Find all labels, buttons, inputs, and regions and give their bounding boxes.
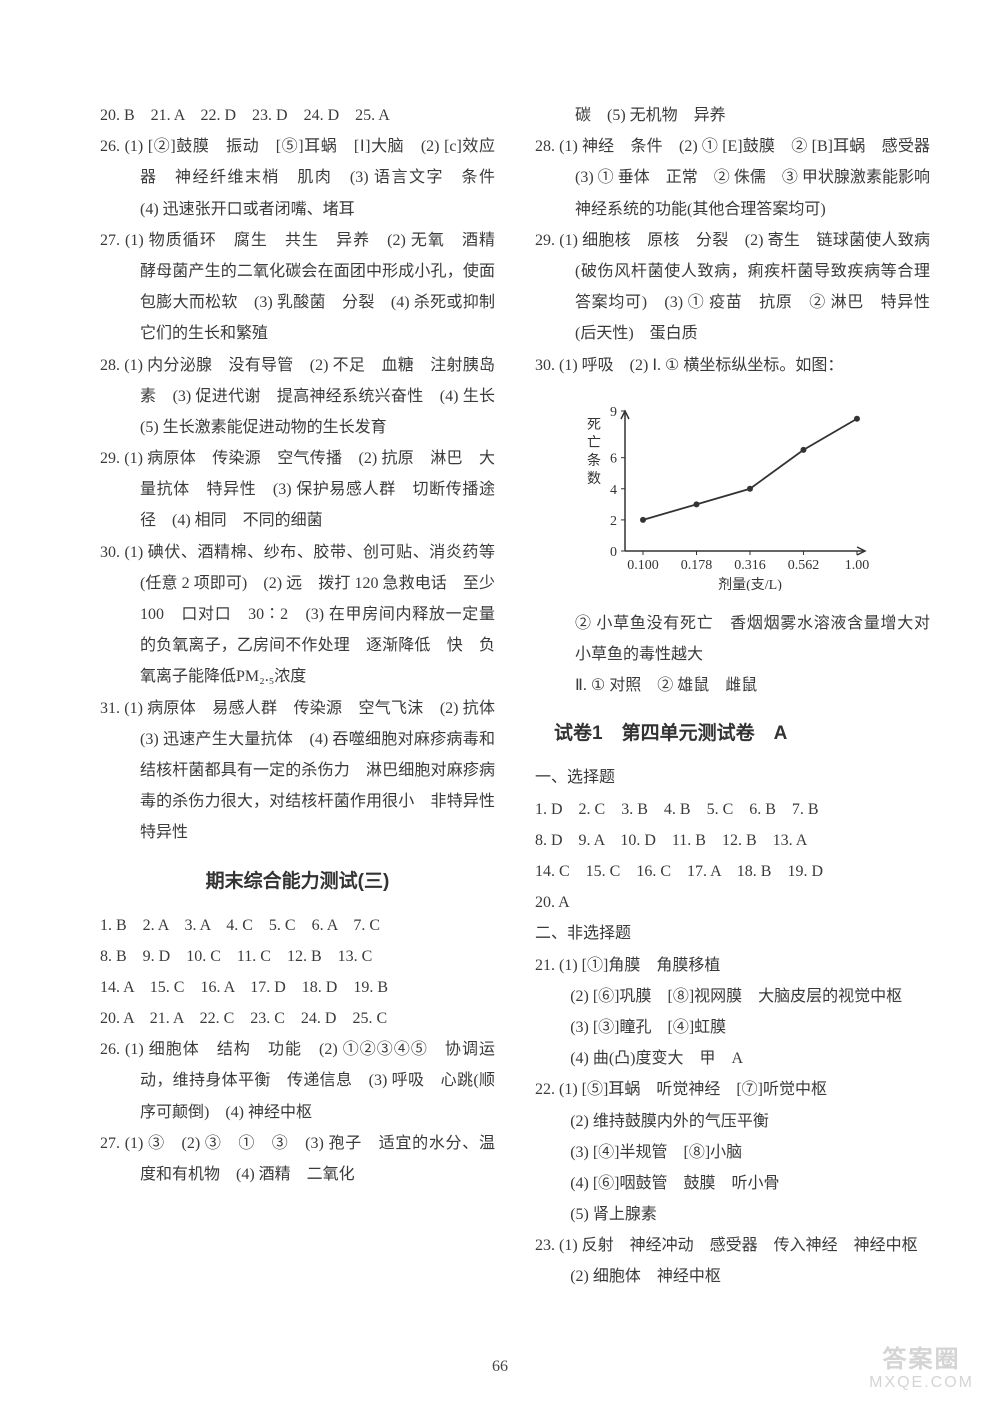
answer-30r-2: ② 小草鱼没有死亡 香烟烟雾水溶液含量增大对小草鱼的毒性越大 — [535, 608, 930, 670]
death-dose-chart: 0 2 4 6 9死亡条数 0.100 0.178 0.316 0.562 1.00 剂量(支/L) — [565, 391, 930, 602]
u4a-1-7: 1. D 2. C 3. B 4. B 5. C 6. B 7. B — [535, 794, 930, 825]
section-title-final3: 期末综合能力测试(三) — [100, 863, 495, 900]
left-column: 20. B 21. A 22. D 23. D 24. D 25. A 26. … — [100, 100, 495, 1300]
svg-text:9: 9 — [610, 405, 617, 420]
svg-text:死: 死 — [587, 418, 601, 433]
svg-text:亡: 亡 — [587, 435, 601, 451]
answer-28: 28. (1) 内分泌腺 没有导管 (2) 不足 血糖 注射胰岛素 (3) 促进… — [100, 350, 495, 444]
q23-1: 23. (1) 反射 神经冲动 感受器 传入神经 神经中枢 — [535, 1230, 930, 1261]
final3-20-25: 20. A 21. A 22. C 23. C 24. D 25. C — [100, 1003, 495, 1034]
q22-4: (4) [⑥]咽鼓管 鼓膜 听小骨 — [535, 1168, 930, 1199]
q21-3: (3) [③]瞳孔 [④]虹膜 — [535, 1012, 930, 1043]
final3-26: 26. (1) 细胞体 结构 功能 (2) ①②③④⑤ 协调运动，维持身体平衡 … — [100, 1034, 495, 1128]
u4a-8-13: 8. D 9. A 10. D 11. B 12. B 13. A — [535, 825, 930, 856]
page-number: 66 — [0, 1358, 1000, 1376]
svg-text:条: 条 — [587, 452, 601, 469]
u4a-14-19: 14. C 15. C 16. C 17. A 18. B 19. D — [535, 856, 930, 887]
answer-20-25: 20. B 21. A 22. D 23. D 24. D 25. A — [100, 100, 495, 131]
right-column: 碳 (5) 无机物 异养 28. (1) 神经 条件 (2) ① [E]鼓膜 ②… — [535, 100, 930, 1300]
watermark-top: 答案圈 — [869, 1339, 974, 1374]
q21-2: (2) [⑥]巩膜 [⑧]视网膜 大脑皮层的视觉中枢 — [535, 981, 930, 1012]
svg-text:6: 6 — [610, 451, 617, 466]
svg-text:0.562: 0.562 — [788, 558, 820, 573]
svg-text:0.100: 0.100 — [627, 558, 659, 573]
final3-8-13: 8. B 9. D 10. C 11. C 12. B 13. C — [100, 941, 495, 972]
page: 20. B 21. A 22. D 23. D 24. D 25. A 26. … — [0, 0, 1000, 1412]
answer-26: 26. (1) [②]鼓膜 振动 [⑤]耳蜗 [Ⅰ]大脑 (2) [c]效应器 … — [100, 131, 495, 225]
q22-1: 22. (1) [⑤]耳蜗 听觉神经 [⑦]听觉中枢 — [535, 1074, 930, 1105]
svg-text:数: 数 — [587, 471, 601, 487]
q21-4: (4) 曲(凸)度变大 甲 A — [535, 1043, 930, 1074]
final3-27: 27. (1) ③ (2) ③ ① ③ (3) 孢子 适宜的水分、温度和有机物 … — [100, 1128, 495, 1190]
svg-text:4: 4 — [610, 482, 617, 497]
answer-29: 29. (1) 病原体 传染源 空气传播 (2) 抗原 淋巴 大量抗体 特异性 … — [100, 443, 495, 537]
subsection-1: 一、选择题 — [535, 762, 930, 793]
answer-29r: 29. (1) 细胞核 原核 分裂 (2) 寄生 链球菌使人致病(破伤风杆菌使人… — [535, 225, 930, 350]
answer-30r: 30. (1) 呼吸 (2) Ⅰ. ① 横坐标纵坐标。如图： — [535, 350, 930, 381]
watermark-bottom: MXQE.COM — [869, 1374, 974, 1392]
answer-30r-ii: Ⅱ. ① 对照 ② 雄鼠 雌鼠 — [535, 670, 930, 701]
q23-2: (2) 细胞体 神经中枢 — [535, 1261, 930, 1292]
final3-1-7: 1. B 2. A 3. A 4. C 5. C 6. A 7. C — [100, 910, 495, 941]
answer-27: 27. (1) 物质循环 腐生 共生 异养 (2) 无氧 酒精 酵母菌产生的二氧… — [100, 225, 495, 350]
svg-text:0.178: 0.178 — [681, 558, 713, 573]
answer-28r: 28. (1) 神经 条件 (2) ① [E]鼓膜 ② [B]耳蜗 感受器 (3… — [535, 131, 930, 225]
q21-1: 21. (1) [①]角膜 角膜移植 — [535, 950, 930, 981]
watermark: 答案圈 MXQE.COM — [869, 1339, 974, 1392]
answer-27-cont: 碳 (5) 无机物 异养 — [535, 100, 930, 131]
section-title-unit4a: 试卷1 第四单元测试卷 A — [535, 715, 930, 752]
svg-text:剂量(支/L): 剂量(支/L) — [718, 577, 782, 591]
answer-31: 31. (1) 病原体 易感人群 传染源 空气飞沫 (2) 抗体 (3) 迅速产… — [100, 693, 495, 849]
q22-5: (5) 肾上腺素 — [535, 1199, 930, 1230]
answer-30: 30. (1) 碘伏、酒精棉、纱布、胶带、创可贴、消炎药等(任意 2 项即可) … — [100, 537, 495, 693]
svg-text:2: 2 — [610, 514, 617, 529]
q22-3: (3) [④]半规管 [⑧]小脑 — [535, 1137, 930, 1168]
u4a-20: 20. A — [535, 887, 930, 918]
final3-14-19: 14. A 15. C 16. A 17. D 18. D 19. B — [100, 972, 495, 1003]
svg-text:1.00: 1.00 — [845, 558, 870, 573]
svg-text:0.316: 0.316 — [734, 558, 766, 573]
two-column-layout: 20. B 21. A 22. D 23. D 24. D 25. A 26. … — [100, 100, 930, 1300]
svg-text:0: 0 — [610, 545, 617, 560]
q22-2: (2) 维持鼓膜内外的气压平衡 — [535, 1106, 930, 1137]
subsection-2: 二、非选择题 — [535, 918, 930, 949]
chart-svg: 0 2 4 6 9死亡条数 0.100 0.178 0.316 0.562 1.00 剂量(支/L) — [565, 391, 895, 591]
